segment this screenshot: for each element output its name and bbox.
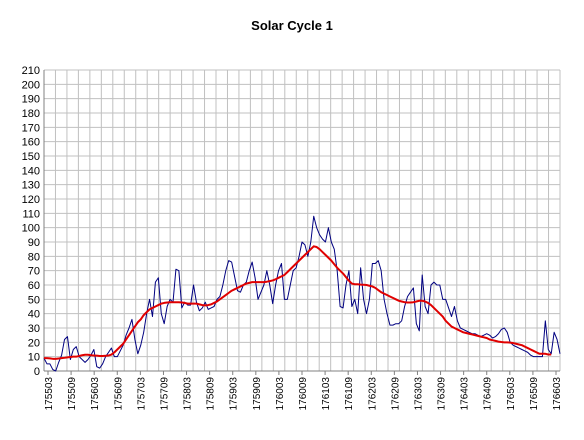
- y-tick-label: 90: [28, 237, 40, 249]
- y-tick-label: 110: [22, 208, 40, 220]
- y-tick-labels: 0 10 20 30 40 50 60 70 80 90 100 110 120 130 140 150 160…: [22, 65, 40, 378]
- y-tick-label: 180: [22, 108, 40, 120]
- y-tick-label: 30: [28, 323, 40, 335]
- x-tick-label: 175803: [183, 377, 194, 411]
- x-tick-label: 175603: [90, 377, 101, 411]
- x-tick-label: 176309: [437, 377, 448, 411]
- x-tick-label: 175609: [113, 377, 124, 411]
- plot-area: [44, 70, 560, 371]
- y-tick-label: 100: [22, 223, 40, 235]
- x-tick-label: 176403: [460, 377, 471, 411]
- y-tick-label: 130: [22, 180, 40, 192]
- x-tick-label: 176009: [298, 377, 309, 411]
- x-tick-label: 176303: [413, 377, 424, 411]
- chart-title: Solar Cycle 1: [251, 18, 333, 33]
- y-tick-label: 40: [28, 309, 40, 321]
- y-tick-label: 20: [28, 337, 40, 349]
- y-tick-label: 80: [28, 251, 40, 263]
- x-tick-label: 176603: [552, 377, 563, 411]
- series-line-monthly: [43, 215, 561, 372]
- y-tick-label: 200: [22, 79, 40, 91]
- x-tick-label: 176209: [390, 377, 401, 411]
- y-tick-label: 10: [28, 352, 40, 364]
- x-tick-label: 175903: [229, 377, 240, 411]
- y-tick-label: 210: [22, 65, 40, 77]
- y-tick-label: 50: [28, 294, 40, 306]
- x-tick-label: 175503: [44, 377, 55, 411]
- x-tick-label: 175709: [159, 377, 170, 411]
- y-tick-label: 0: [34, 366, 40, 378]
- x-tick-label: 176003: [275, 377, 286, 411]
- x-tick-label: 176509: [529, 377, 540, 411]
- x-tick-label: 175809: [206, 377, 217, 411]
- y-tick-label: 120: [22, 194, 40, 206]
- x-tick-label: 176503: [506, 377, 517, 411]
- x-tick-label: 175509: [67, 377, 78, 411]
- plot-background: [44, 70, 560, 371]
- y-tick-label: 70: [28, 266, 40, 278]
- y-tick-label: 160: [22, 137, 40, 149]
- y-tick-label: 150: [22, 151, 40, 163]
- y-tick-label: 60: [28, 280, 40, 292]
- y-tick-label: 140: [22, 165, 40, 177]
- x-tick-label: 175703: [136, 377, 147, 411]
- x-tick-label: 175909: [252, 377, 263, 411]
- y-tick-label: 170: [22, 122, 40, 134]
- x-tick-label: 176409: [483, 377, 494, 411]
- x-tick-label: 176203: [367, 377, 378, 411]
- y-tick-label: 190: [22, 94, 40, 106]
- x-tick-label: 176109: [344, 377, 355, 411]
- x-tick-label: 176103: [321, 377, 332, 411]
- series-line-smoothed: [44, 245, 552, 360]
- series-lines: [43, 215, 561, 372]
- x-tick-labels: 175503 175509 175603 175609 175703 175709 1758…: [44, 371, 563, 410]
